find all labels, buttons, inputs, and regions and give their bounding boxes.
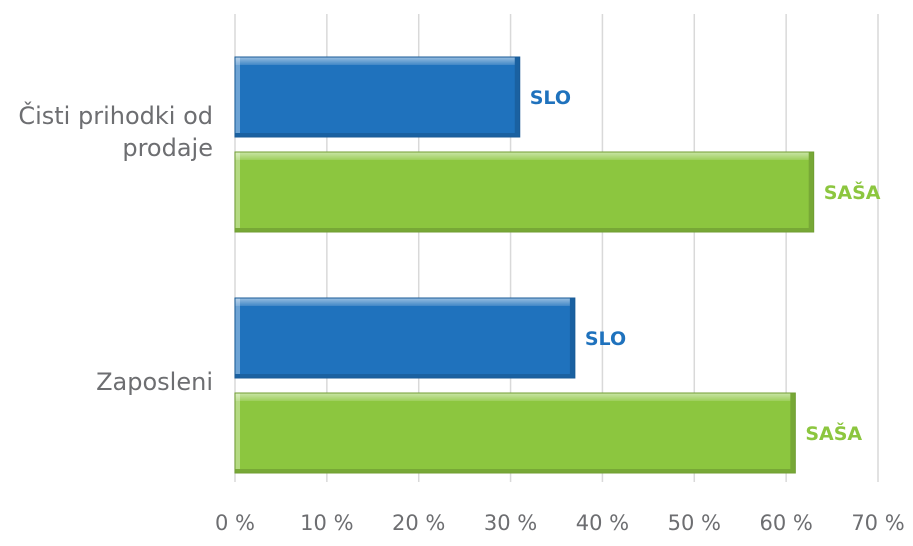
bar-slo-prihodki	[234, 56, 521, 138]
data-label: SAŠA	[824, 180, 881, 204]
bars	[234, 56, 815, 474]
category-label: Zaposleni	[96, 368, 213, 396]
x-tick-label: 0 %	[215, 511, 255, 535]
x-tick-label: 20 %	[392, 511, 445, 535]
x-axis-tick-labels: 0 % 10 % 20 % 30 % 40 % 50 % 60 % 70 %	[215, 511, 905, 535]
x-tick-label: 60 %	[759, 511, 812, 535]
category-label: Čisti prihodki od prodaje	[18, 100, 213, 162]
x-tick-label: 40 %	[576, 511, 629, 535]
x-tick-label: 70 %	[851, 511, 904, 535]
bar-sasa-prihodki	[234, 151, 815, 233]
x-tick-label: 50 %	[668, 511, 721, 535]
x-tick-label: 10 %	[300, 511, 353, 535]
data-label: SLO	[530, 87, 571, 109]
x-tick-label: 30 %	[484, 511, 537, 535]
data-label: SLO	[585, 328, 626, 350]
bar-slo-zaposleni	[234, 297, 576, 379]
category-labels: Čisti prihodki od prodaje Zaposleni	[18, 100, 213, 396]
data-labels: SLO SAŠA SLO SAŠA	[530, 87, 881, 445]
bar-sasa-zaposleni	[234, 392, 796, 474]
data-label: SAŠA	[805, 421, 862, 445]
